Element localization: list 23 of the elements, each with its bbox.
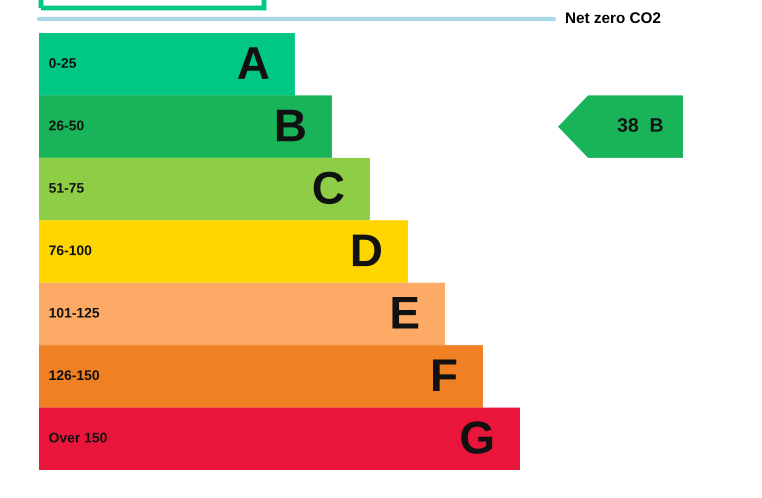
y-tick-label: 126-150 [49, 370, 100, 380]
y-tick-label: 0-25 [49, 58, 76, 68]
annotation: B [276, 110, 305, 142]
annotation: A [238, 47, 269, 79]
y-tick-label: 76-100 [49, 245, 92, 256]
annotation: C [314, 172, 344, 204]
annotation: D [352, 234, 381, 266]
bar [39, 282, 445, 346]
bar [39, 33, 295, 96]
y-tick-label: 101-125 [49, 308, 100, 318]
y-tick-label: Over 150 [49, 432, 107, 443]
annotation: E [392, 297, 418, 329]
bar [39, 158, 370, 220]
bar [39, 220, 408, 283]
bar [39, 408, 520, 470]
text: Net zero CO2 [566, 12, 660, 24]
text: 38 B [618, 118, 663, 132]
bar [39, 345, 483, 408]
y-tick-label: 26-50 [49, 120, 84, 130]
bar [39, 95, 332, 158]
y-tick-label: 51-75 [49, 183, 84, 193]
annotation: F [433, 359, 456, 391]
annotation: G [461, 421, 492, 454]
